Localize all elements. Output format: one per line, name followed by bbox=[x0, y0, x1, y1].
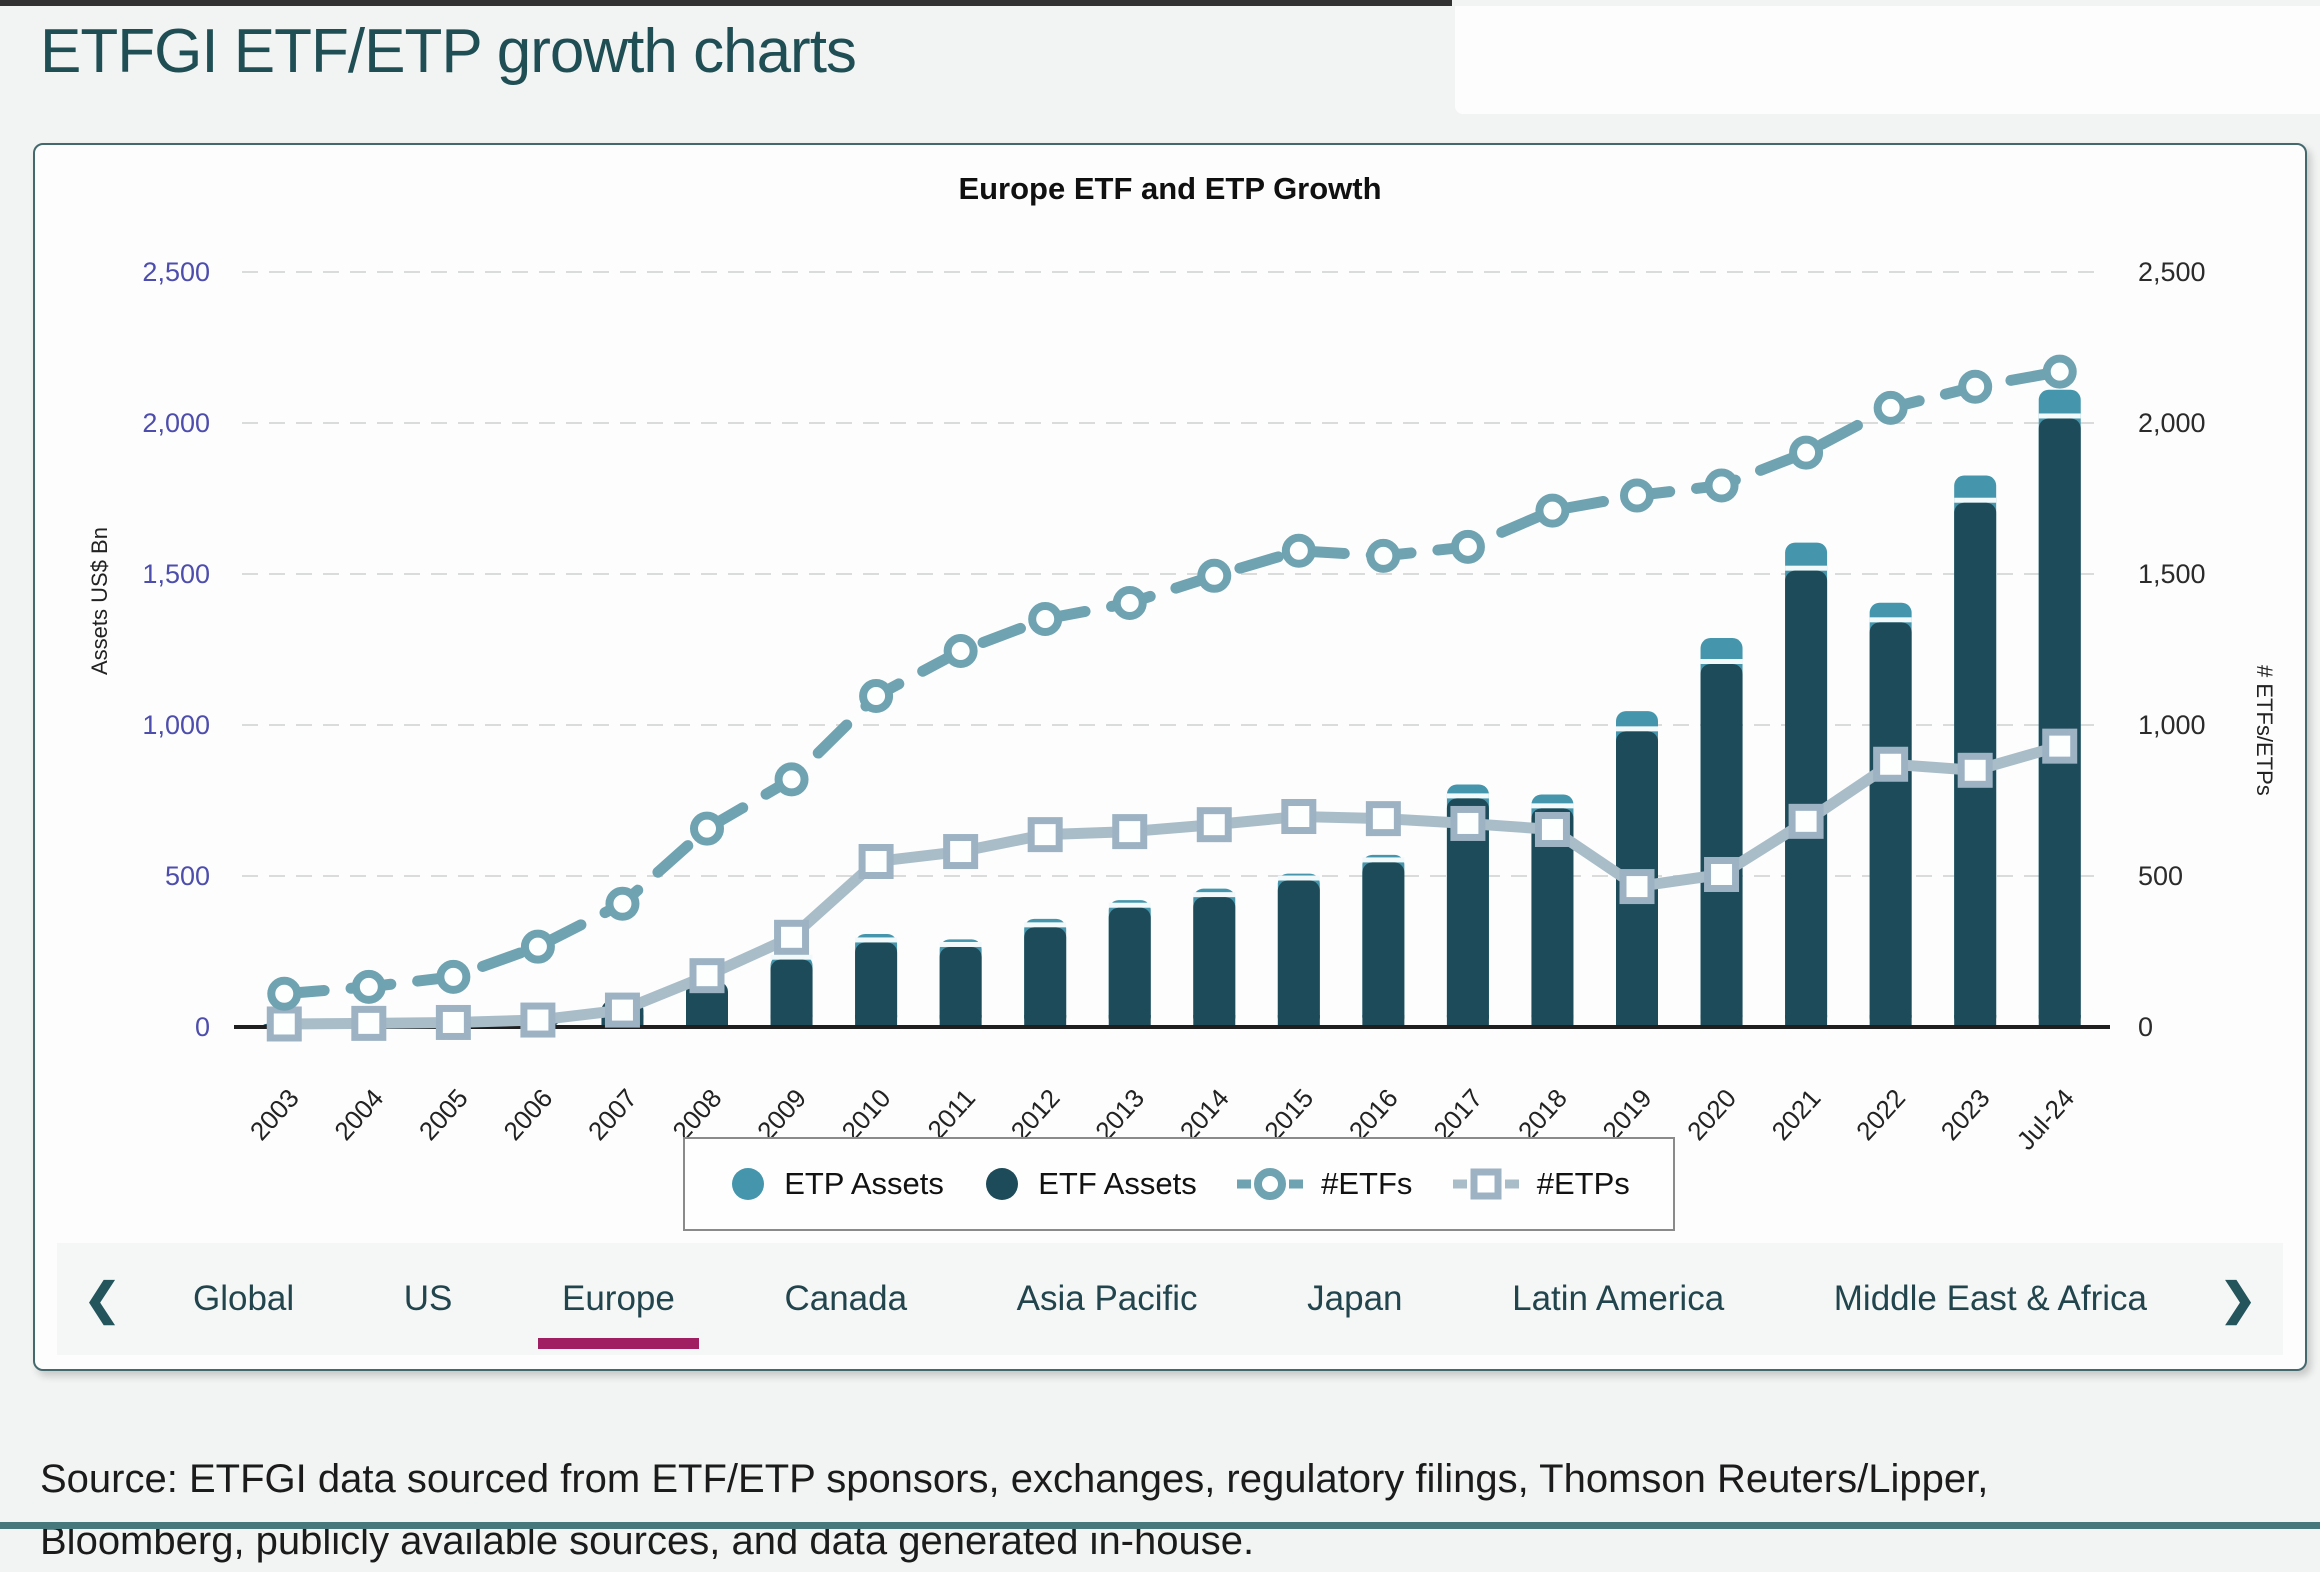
svg-text:500: 500 bbox=[165, 861, 210, 891]
region-tabs-strip: ❮ Global US Europe Canada Asia Pacific J… bbox=[57, 1243, 2283, 1355]
source-text: Source: ETFGI data sourced from ETF/ETP … bbox=[40, 1457, 1989, 1563]
tab-global[interactable]: Global bbox=[193, 1279, 295, 1318]
chart-panel: Europe ETF and ETP Growth Assets US$ Bn … bbox=[33, 143, 2307, 1371]
svg-text:2005: 2005 bbox=[413, 1083, 474, 1146]
legend-item-etfs-count[interactable]: #ETFs bbox=[1235, 1164, 1412, 1204]
growth-chart: 0 0 500 500 1,000 1,000 1,500 1,500 2,000 2,000 2,… bbox=[142, 257, 2206, 1156]
etfs-line-marker-icon bbox=[1237, 1168, 1304, 1200]
legend-item-etp-assets[interactable]: ETP Assets bbox=[728, 1164, 944, 1204]
tab-latin-america[interactable]: Latin America bbox=[1512, 1279, 1725, 1318]
svg-text:2,000: 2,000 bbox=[142, 408, 210, 438]
svg-text:500: 500 bbox=[2138, 861, 2183, 891]
svg-text:1,500: 1,500 bbox=[2138, 559, 2206, 589]
page-title: ETFGI ETF/ETP growth charts bbox=[40, 17, 857, 86]
legend-label: #ETPs bbox=[1536, 1166, 1630, 1201]
svg-text:2,000: 2,000 bbox=[2138, 408, 2206, 438]
legend-item-etps-count[interactable]: #ETPs bbox=[1451, 1164, 1630, 1204]
etps-line-marker-icon bbox=[1452, 1168, 1519, 1200]
svg-text:2022: 2022 bbox=[1850, 1083, 1911, 1146]
svg-text:Jul-24: Jul-24 bbox=[2010, 1083, 2080, 1156]
legend-label: #ETFs bbox=[1321, 1166, 1413, 1201]
svg-text:0: 0 bbox=[2138, 1012, 2153, 1042]
svg-text:2020: 2020 bbox=[1681, 1083, 1742, 1146]
tab-japan[interactable]: Japan bbox=[1307, 1279, 1403, 1318]
etf-assets-marker-icon bbox=[986, 1168, 1019, 1200]
etp-assets-marker-icon bbox=[732, 1168, 765, 1200]
chart-title: Europe ETF and ETP Growth bbox=[958, 171, 1382, 206]
bottom-border-strip bbox=[0, 1522, 2320, 1529]
svg-text:1,500: 1,500 bbox=[142, 559, 210, 589]
top-border-strip bbox=[0, 0, 1452, 6]
svg-text:1,000: 1,000 bbox=[142, 710, 210, 740]
tab-canada[interactable]: Canada bbox=[784, 1279, 908, 1318]
tab-europe[interactable]: Europe bbox=[538, 1269, 699, 1349]
header-blank-card bbox=[1455, 6, 2320, 114]
svg-text:2,500: 2,500 bbox=[142, 257, 210, 287]
svg-text:1,000: 1,000 bbox=[2138, 710, 2206, 740]
svg-text:2003: 2003 bbox=[244, 1083, 305, 1146]
svg-text:2004: 2004 bbox=[328, 1083, 389, 1146]
tab-middle-east-africa[interactable]: Middle East & Africa bbox=[1833, 1279, 2147, 1318]
svg-text:2006: 2006 bbox=[497, 1083, 558, 1146]
legend-label: ETP Assets bbox=[784, 1166, 944, 1201]
svg-text:2007: 2007 bbox=[582, 1083, 643, 1146]
chart-legend: ETP Assets ETF Assets #ETFs #ETPs bbox=[683, 1137, 1675, 1231]
chevron-left-icon[interactable]: ❮ bbox=[83, 1274, 121, 1324]
svg-text:2021: 2021 bbox=[1766, 1083, 1827, 1146]
svg-text:2,500: 2,500 bbox=[2138, 257, 2206, 287]
tab-us[interactable]: US bbox=[403, 1279, 453, 1318]
svg-text:2023: 2023 bbox=[1935, 1083, 1996, 1146]
region-tabs: Global US Europe Canada Asia Pacific Jap… bbox=[147, 1269, 2193, 1349]
svg-text:0: 0 bbox=[195, 1012, 210, 1042]
chevron-right-icon[interactable]: ❯ bbox=[2219, 1274, 2257, 1324]
legend-label: ETF Assets bbox=[1038, 1166, 1197, 1201]
svg-text:2011: 2011 bbox=[921, 1083, 981, 1145]
legend-item-etf-assets[interactable]: ETF Assets bbox=[982, 1164, 1197, 1204]
tab-asia-pacific[interactable]: Asia Pacific bbox=[1016, 1279, 1198, 1318]
